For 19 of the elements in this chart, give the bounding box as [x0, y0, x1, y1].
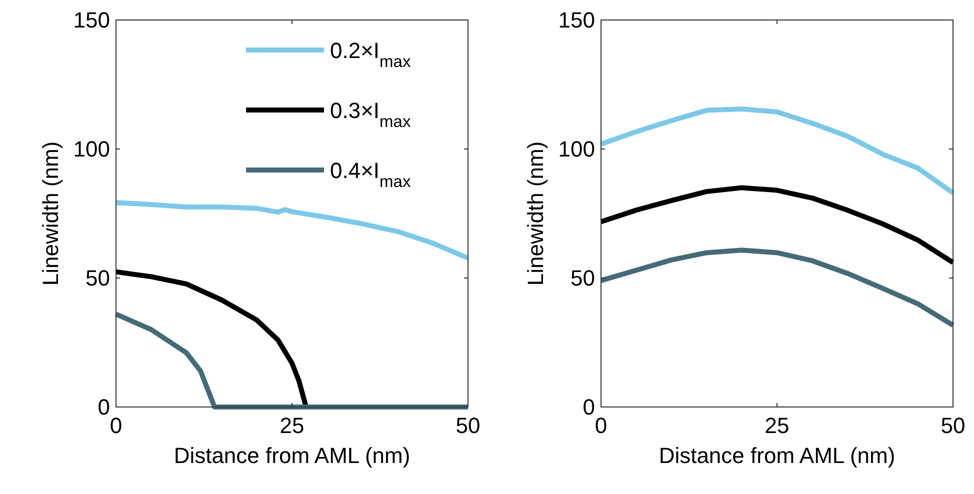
legend-label: 0.4×I$_{max}$ [330, 158, 412, 191]
x-tick-label: 25 [764, 413, 790, 438]
y-tick-label: 100 [558, 136, 595, 162]
y-tick-label: 150 [558, 8, 595, 33]
x-axis-title: Distance from AML (nm) [658, 443, 896, 468]
y-tick-label: 50 [570, 266, 595, 291]
x-tick-label: 50 [940, 413, 966, 438]
legend-label: 0.3×I$_{max}$ [330, 98, 412, 131]
y-tick-label: 100 [73, 136, 110, 162]
x-axis-title: Distance from AML (nm) [174, 443, 410, 468]
y-axis-title: Linewidth (nm) [523, 141, 548, 286]
y-tick-label: 50 [86, 266, 110, 291]
y-tick-label: 0 [582, 394, 595, 420]
y-axis-title: Linewidth (nm) [38, 141, 63, 286]
y-tick-label: 0 [98, 394, 110, 420]
x-tick-label: 25 [280, 413, 304, 438]
y-tick-label: 150 [73, 8, 110, 33]
legend-label: 0.2×I$_{max}$ [330, 38, 412, 71]
x-tick-label: 50 [456, 413, 480, 438]
